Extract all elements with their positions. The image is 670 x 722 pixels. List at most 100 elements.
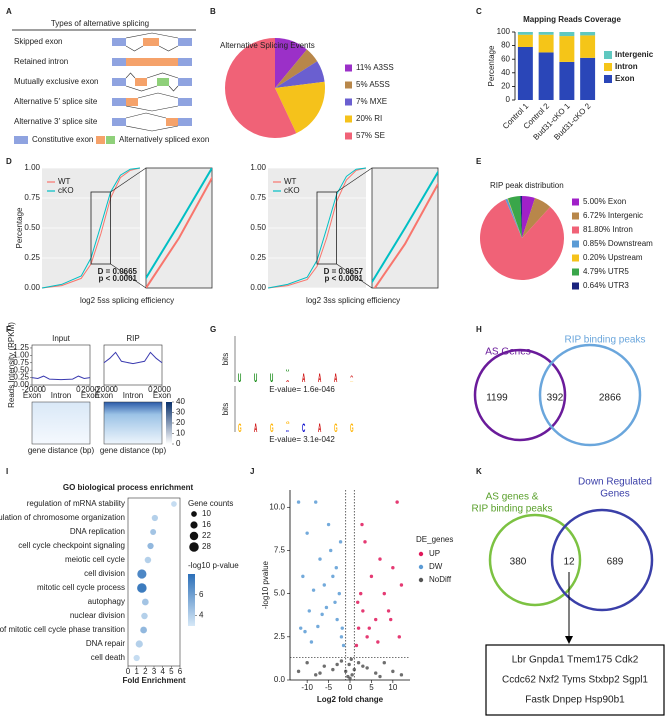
motif-letter: A: [286, 380, 290, 383]
motif-letter: U: [286, 370, 290, 373]
legend-label: 6.72% Intergenic: [583, 211, 643, 220]
exon: [166, 118, 178, 126]
point: [309, 640, 314, 644]
point: [350, 673, 354, 677]
legend-label: 0.64% UTR3: [583, 281, 629, 290]
plot-frame: [103, 344, 163, 386]
region-label: Exon: [153, 391, 171, 400]
y-tick-label: 100: [497, 27, 511, 36]
exon: [143, 38, 159, 46]
bar-segment: [559, 36, 575, 62]
panel-label: B: [210, 7, 216, 16]
point: [335, 662, 339, 667]
venn-circle: [538, 343, 642, 447]
colorbar-label: 30: [176, 408, 185, 417]
gene-box: [485, 644, 665, 716]
y-tick-label: 0.75: [24, 193, 40, 202]
pie-slice: [275, 61, 325, 88]
type-label: Retained intron: [14, 57, 68, 66]
dot: [141, 612, 148, 620]
region-label: Intron: [51, 391, 71, 400]
point: [356, 626, 361, 630]
profile-line: [103, 351, 163, 365]
y-tick-label: 0.50: [250, 223, 266, 232]
zoom-connector: [336, 167, 373, 193]
point: [359, 591, 363, 596]
legend-swatch: [418, 577, 424, 583]
bar-segment: [538, 52, 554, 100]
colorbar-label: 4: [199, 611, 204, 620]
motif-letter: G: [286, 421, 290, 425]
dot: [140, 626, 147, 634]
exon: [178, 38, 192, 46]
point: [324, 605, 329, 610]
exon: [178, 98, 192, 106]
y-tick-label: 1.25: [13, 343, 29, 352]
pie-slice: [480, 199, 564, 281]
legend-label: UP: [429, 549, 440, 558]
ecdf-zoom-line: [372, 170, 438, 284]
bar-segment: [517, 32, 533, 35]
dot: [135, 640, 143, 648]
splice-junction: [158, 45, 179, 52]
y-tick-label: regulation of mRNA stability: [27, 499, 125, 508]
motif-letter: G: [350, 421, 354, 434]
point: [369, 574, 374, 579]
dot: [150, 529, 157, 535]
point: [301, 574, 305, 579]
point: [367, 626, 371, 630]
plot-frame: [127, 497, 181, 667]
point: [329, 548, 333, 553]
motif-letter: C: [286, 430, 290, 432]
bar-segment: [517, 34, 533, 47]
colorbar-label: 6: [199, 590, 204, 599]
point: [320, 612, 324, 617]
legend-label: 4.79% UTR5: [583, 267, 629, 276]
x-tick-label: 4: [160, 667, 165, 676]
splice-junction: [125, 125, 179, 132]
motif-letter: A: [318, 371, 322, 384]
motif-letter: A: [254, 421, 258, 434]
dot: [151, 514, 158, 522]
point: [356, 661, 361, 665]
pie-slice: [507, 198, 522, 238]
x-tick-label: -10: [301, 683, 313, 692]
y-tick-label: 60: [501, 54, 510, 63]
y-tick-label: 0.75: [250, 193, 266, 202]
plot-frame: [31, 344, 91, 386]
pie-slice: [520, 196, 522, 238]
splice-junction: [168, 85, 179, 92]
axis-label: log2 5ss splicing efficiency: [80, 296, 174, 305]
point: [314, 673, 318, 677]
y-tick-label: 10.0: [269, 502, 285, 511]
point: [391, 566, 395, 570]
gene-list: Ccdc62 Nxf2 Tyms Stxbp2 Sgpl1: [502, 675, 648, 686]
ecdf-line: [41, 167, 141, 289]
legend-label: 5% A5SS: [356, 80, 390, 89]
venn-label: AS Genes: [485, 347, 531, 358]
point: [318, 557, 322, 561]
point: [399, 673, 404, 677]
splice-junction: [125, 72, 136, 79]
point: [316, 624, 320, 629]
legend-label: Intron: [615, 62, 638, 71]
y-tick-label: 5.0: [274, 589, 286, 598]
dot: [147, 542, 154, 550]
y-tick-label: 20: [501, 82, 510, 91]
colorbar-label: 20: [176, 418, 185, 427]
legend-label: WT: [58, 177, 71, 186]
exon: [14, 136, 28, 144]
legend-swatch: [418, 551, 424, 557]
bar-segment: [580, 57, 596, 100]
zoom-box: [316, 191, 338, 265]
y-tick-label: 0.00: [24, 283, 40, 292]
panel-label: K: [476, 467, 482, 476]
point: [303, 629, 307, 634]
exon: [157, 78, 169, 86]
y-tick-label: 40: [501, 68, 510, 77]
heatmap: [103, 401, 163, 445]
y-tick-label: mitotic cell cycle process: [37, 583, 125, 592]
point: [339, 635, 344, 639]
x-tick-label: 2000: [81, 385, 99, 394]
